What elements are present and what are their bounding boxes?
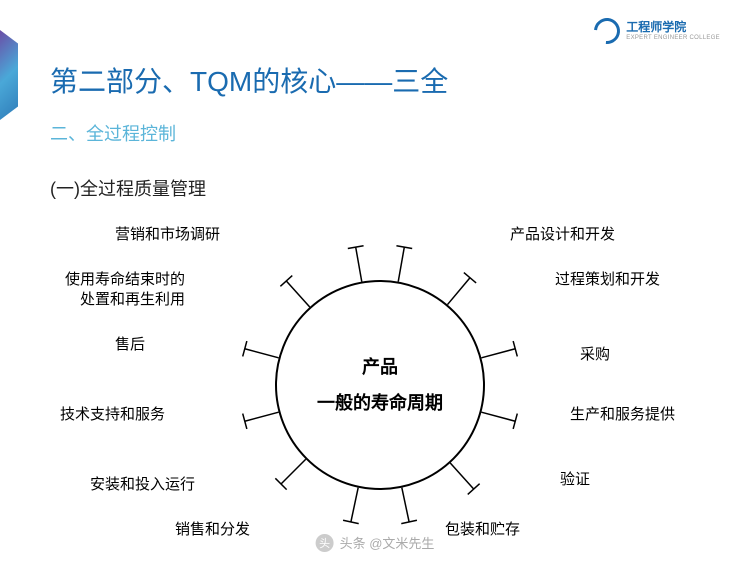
spoke-label: 包装和贮存: [445, 520, 520, 540]
spoke-label: 售后: [115, 335, 145, 355]
center-line2: 一般的寿命周期: [317, 385, 443, 421]
lifecycle-diagram: 产品 一般的寿命周期 营销和市场调研 产品设计和开发过程策划和开发采购生产和服务提…: [0, 210, 750, 550]
center-circle: 产品 一般的寿命周期: [275, 280, 485, 490]
spoke-label: 产品设计和开发: [510, 225, 615, 245]
decorative-accent: [0, 30, 18, 120]
page-subtitle: 二、全过程控制: [50, 120, 176, 146]
logo-subtext: EXPERT ENGINEER COLLEGE: [626, 35, 720, 41]
spoke-label: 销售和分发: [175, 520, 250, 540]
logo: 工程师学院 EXPERT ENGINEER COLLEGE: [594, 18, 720, 44]
spoke-label: 生产和服务提供: [570, 405, 675, 425]
spoke-label: 验证: [560, 470, 590, 490]
section-heading: (一)全过程质量管理: [50, 175, 206, 201]
watermark-text: 头条 @文米先生: [340, 533, 435, 552]
logo-circle-icon: [589, 13, 626, 50]
spoke-label: 安装和投入运行: [90, 475, 195, 495]
spoke-label: 营销和市场调研: [115, 225, 220, 245]
center-line1: 产品: [362, 349, 398, 385]
watermark-icon: 头: [316, 534, 334, 552]
spoke-label: 使用寿命结束时的处置和再生利用: [65, 270, 185, 309]
watermark: 头 头条 @文米先生: [316, 533, 435, 552]
page-title: 第二部分、TQM的核心——三全: [50, 60, 448, 100]
spoke-label: 过程策划和开发: [555, 270, 660, 290]
spoke-label: 技术支持和服务: [60, 405, 165, 425]
spoke-label: 采购: [580, 345, 610, 365]
logo-text: 工程师学院: [626, 21, 720, 34]
